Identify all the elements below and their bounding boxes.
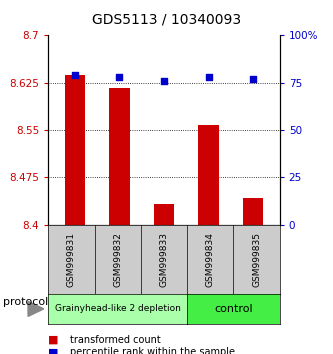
Text: GSM999835: GSM999835	[252, 232, 261, 287]
Text: control: control	[214, 304, 253, 314]
Text: GSM999832: GSM999832	[113, 232, 122, 287]
Point	[117, 74, 122, 80]
Polygon shape	[28, 301, 44, 316]
Text: protocol: protocol	[3, 297, 49, 308]
Bar	[243, 198, 263, 225]
Point	[206, 74, 211, 80]
Bar	[154, 204, 174, 225]
Text: percentile rank within the sample: percentile rank within the sample	[70, 347, 235, 354]
Text: ■: ■	[48, 335, 59, 345]
Text: GSM999833: GSM999833	[160, 232, 168, 287]
Bar	[198, 125, 218, 225]
Text: GDS5113 / 10340093: GDS5113 / 10340093	[92, 12, 241, 27]
Text: ■: ■	[48, 347, 59, 354]
Point	[250, 76, 256, 82]
Text: GSM999831: GSM999831	[67, 232, 76, 287]
Text: Grainyhead-like 2 depletion: Grainyhead-like 2 depletion	[55, 304, 181, 313]
Text: GSM999834: GSM999834	[206, 232, 215, 287]
Bar	[110, 88, 130, 225]
Text: transformed count: transformed count	[70, 335, 161, 345]
Point	[161, 78, 166, 84]
Bar	[65, 75, 85, 225]
Point	[72, 72, 78, 78]
